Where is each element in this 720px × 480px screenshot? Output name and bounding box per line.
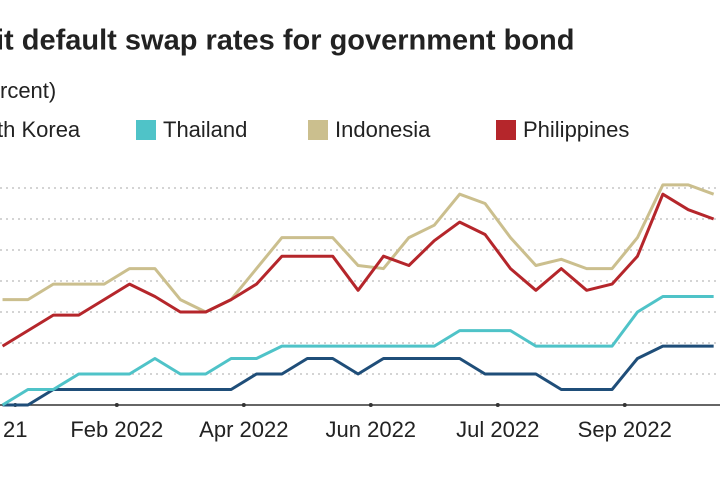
x-tick bbox=[622, 403, 627, 407]
x-tick-label: Jun 2022 bbox=[326, 417, 417, 442]
legend-swatch bbox=[308, 120, 328, 140]
x-tick-label: Feb 2022 bbox=[70, 417, 163, 442]
series-line bbox=[1, 192, 715, 348]
legend-swatch bbox=[496, 120, 516, 140]
chart-title: it default swap rates for government bon… bbox=[0, 25, 574, 57]
x-tick bbox=[241, 403, 246, 407]
x-tick bbox=[114, 403, 119, 407]
legend-label: Thailand bbox=[163, 117, 247, 142]
legend-swatch bbox=[136, 120, 156, 140]
x-tick bbox=[495, 403, 500, 407]
x-tick-label: 21 bbox=[3, 417, 27, 442]
x-tick-label: Jul 2022 bbox=[456, 417, 539, 442]
series-line bbox=[2, 183, 715, 314]
series-line bbox=[1, 295, 714, 407]
legend-label: Indonesia bbox=[335, 117, 431, 142]
x-tick bbox=[368, 403, 373, 407]
x-tick-label: Sep 2022 bbox=[578, 417, 672, 442]
series-line bbox=[2, 344, 714, 407]
x-tick-label: Apr 2022 bbox=[199, 417, 288, 442]
chart-subtitle: rcent) bbox=[0, 78, 56, 103]
legend-label: Philippines bbox=[523, 117, 629, 142]
legend-label: th Korea bbox=[0, 117, 81, 142]
